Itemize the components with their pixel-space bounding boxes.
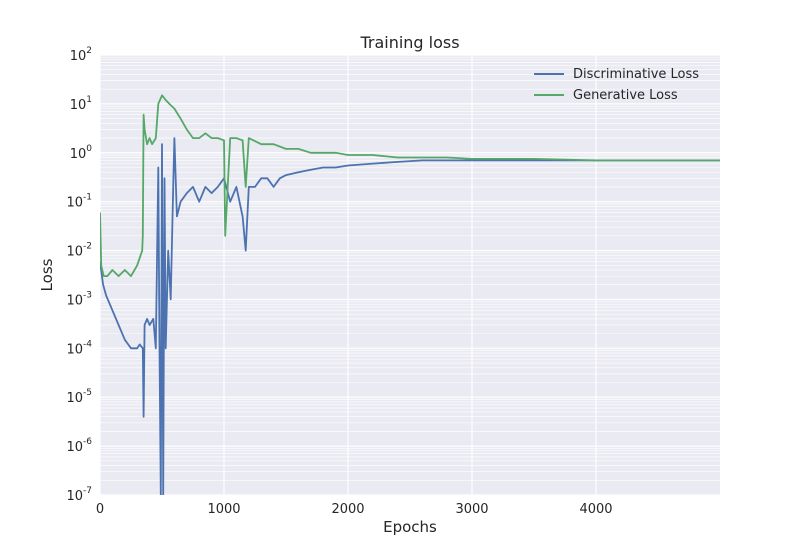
y-tick-label: 100 [70, 144, 93, 162]
plot-area [100, 55, 720, 495]
y-tick-labels: 10-7 10-6 10-5 10-4 10-3 10-2 10-1 100 101 102 [66, 46, 92, 504]
y-axis-label: Loss [38, 258, 56, 291]
x-tick-label: 0 [96, 502, 104, 517]
y-tick-label: 10-5 [66, 388, 92, 406]
legend-label-discriminative: Discriminative Loss [573, 67, 699, 82]
y-tick-label: 10-7 [66, 486, 92, 504]
series-line-discriminative [100, 137, 720, 495]
x-tick-label: 1000 [207, 502, 240, 517]
y-tick-label: 101 [70, 95, 92, 113]
y-tick-label: 10-1 [66, 193, 92, 211]
x-tick-label: 3000 [455, 502, 488, 517]
x-tick-label: 2000 [331, 502, 364, 517]
chart-title: Training loss [359, 33, 459, 52]
y-tick-label: 10-3 [66, 290, 92, 308]
y-tick-label: 10-6 [66, 437, 92, 455]
series-layer [100, 94, 720, 495]
series-line-generative [100, 94, 720, 278]
x-axis-label: Epochs [383, 518, 437, 536]
major-gridlines [99, 54, 720, 496]
minor-gridlines [100, 56, 720, 481]
y-tick-label: 10-2 [66, 242, 92, 260]
x-tick-label: 4000 [579, 502, 612, 517]
legend-label-generative: Generative Loss [573, 88, 678, 103]
legend: Discriminative Loss Generative Loss [534, 67, 699, 103]
x-tick-labels: 0 1000 2000 3000 4000 [96, 502, 613, 517]
y-tick-label: 10-4 [66, 339, 92, 357]
y-tick-label: 102 [70, 46, 92, 64]
